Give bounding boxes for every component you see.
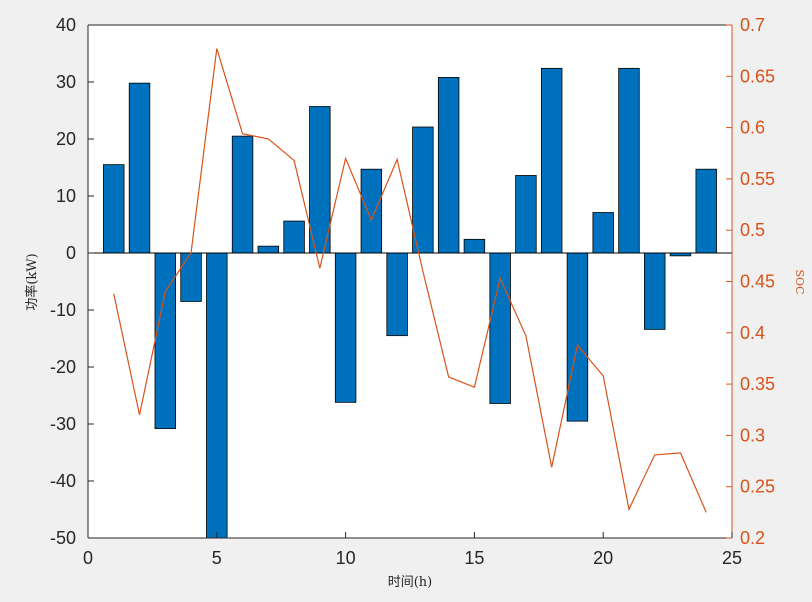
right-tick-label: 0.5 (740, 220, 765, 240)
left-tick-label: -30 (50, 414, 76, 434)
x-axis-ticks: 0 5 10 15 20 25 (83, 532, 742, 568)
left-tick-label: 0 (66, 243, 76, 263)
bar (154, 252, 176, 429)
left-tick-label: -10 (50, 300, 76, 320)
x-tick-label: 15 (464, 548, 484, 568)
right-axis-ticks: 0.2 0.25 0.3 0.35 0.4 0.45 0.5 0.55 0.6 0.65 0.7 (726, 15, 775, 548)
x-tick-label: 5 (212, 548, 222, 568)
bar (309, 106, 331, 254)
bar (231, 135, 254, 254)
x-tick-label: 0 (83, 548, 93, 568)
soc-line-series (113, 48, 707, 513)
bar (334, 252, 357, 403)
right-tick-label: 0.6 (740, 118, 765, 138)
right-tick-label: 0.25 (740, 477, 775, 497)
right-tick-label: 0.45 (740, 272, 775, 292)
bar (360, 168, 383, 254)
bar (180, 252, 202, 302)
bar (128, 82, 151, 254)
bar (463, 238, 486, 254)
left-tick-label: 10 (56, 186, 76, 206)
bar (437, 77, 460, 254)
bar (695, 168, 717, 254)
bar (386, 252, 408, 337)
bar (283, 220, 305, 254)
bar (644, 252, 666, 330)
x-tick-label: 25 (722, 548, 742, 568)
right-tick-label: 0.7 (740, 15, 765, 35)
bar (489, 252, 511, 404)
left-tick-label: -40 (50, 471, 76, 491)
left-tick-label: 20 (56, 129, 76, 149)
left-tick-label: -50 (50, 528, 76, 548)
left-tick-label: -20 (50, 357, 76, 377)
right-axis-label: SOC (793, 270, 806, 295)
bar (257, 245, 280, 254)
right-tick-label: 0.4 (740, 323, 765, 343)
x-tick-label: 20 (593, 548, 613, 568)
bar (515, 175, 537, 254)
right-tick-label: 0.3 (740, 425, 765, 445)
bar (540, 67, 563, 254)
bar (566, 252, 589, 422)
bar (206, 252, 228, 539)
left-tick-label: 30 (56, 72, 76, 92)
bar-series (103, 67, 717, 539)
right-tick-label: 0.35 (740, 374, 775, 394)
left-tick-label: 40 (56, 15, 76, 35)
left-axis-label: 功率(kW) (24, 253, 40, 310)
right-tick-label: 0.2 (740, 528, 765, 548)
bar (592, 212, 614, 254)
bar (103, 164, 125, 254)
x-axis-label: 时间(h) (388, 575, 433, 590)
x-tick-label: 10 (336, 548, 356, 568)
right-tick-label: 0.55 (740, 169, 775, 189)
right-tick-label: 0.65 (740, 66, 775, 86)
left-axis-ticks: -50 -40 -30 -20 -10 0 10 20 30 40 (50, 15, 94, 548)
bar (412, 126, 434, 254)
bar (618, 67, 640, 254)
